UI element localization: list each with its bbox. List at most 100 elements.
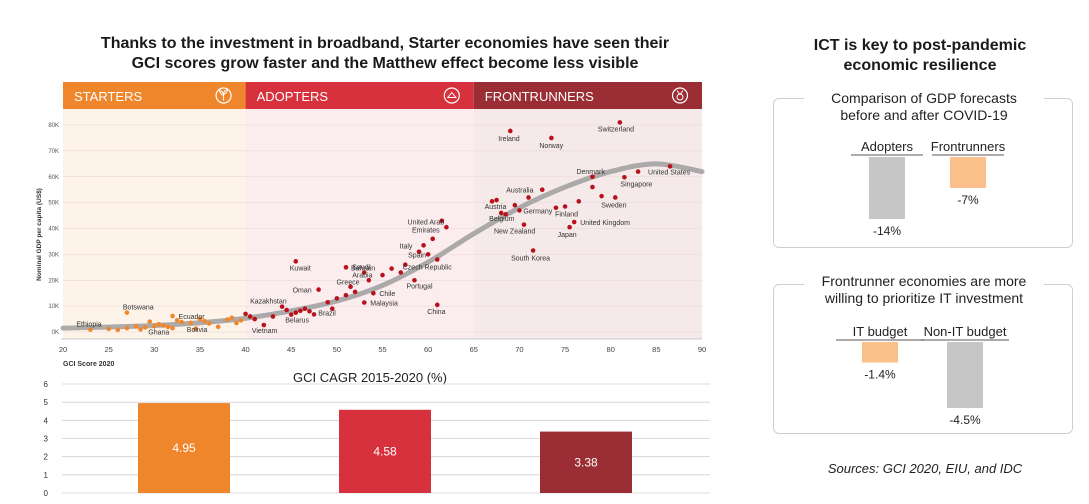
data-point: [206, 321, 212, 326]
data-point: [352, 289, 358, 295]
band-label-starters: STARTERS: [74, 89, 142, 104]
data-point: [197, 316, 203, 322]
data-point: [512, 202, 518, 208]
cagr-y-tick-label: 1: [44, 471, 49, 480]
data-point-bolivia: [188, 320, 194, 326]
it-investment-panel: Frontrunner economies are more willing t…: [773, 273, 1073, 434]
gdp-forecast-title-line-1: Comparison of GDP forecasts: [831, 90, 1017, 106]
point-label-australia: Australia: [506, 188, 533, 195]
point-label-ecuador: Ecuador: [179, 314, 206, 321]
data-point: [380, 272, 385, 278]
gdp-forecast-title-line-2: before and after COVID-19: [840, 107, 1008, 123]
point-label-united-kingdom: United Kingdom: [580, 220, 630, 227]
point-label-kuwait: Kuwait: [290, 265, 311, 272]
cagr-y-tick-label: 2: [44, 453, 49, 462]
medal-icon-ribbon: [676, 90, 684, 96]
cagr-bar-value-starters: 4.95: [172, 441, 196, 455]
data-point: [174, 318, 180, 323]
data-point: [142, 325, 148, 330]
data-point: [389, 266, 394, 271]
point-label-czech-republic: Czech Republic: [403, 264, 453, 271]
network-icon: [443, 87, 460, 104]
data-point-australia: [539, 187, 545, 192]
data-point-new-zealand: [521, 222, 527, 227]
data-point-germany: [517, 208, 522, 213]
point-label-ireland: Ireland: [498, 136, 520, 143]
point-label-singapore: Singapore: [620, 181, 652, 188]
data-point-oman: [316, 287, 321, 292]
x-tick-label: 25: [104, 345, 112, 354]
point-label-saudi-arabia-line2: Arabia: [352, 272, 372, 279]
data-point-south-korea: [530, 248, 536, 253]
x-tick-label: 45: [287, 345, 295, 354]
point-label-south-korea: South Korea: [511, 255, 550, 262]
point-label-austria: Austria: [485, 204, 507, 211]
data-point-united-states: [667, 164, 673, 169]
panel-bar-it-budget: [862, 342, 898, 363]
panel-bar-frontrunners: [950, 157, 986, 188]
data-point: [179, 319, 184, 325]
data-point: [133, 324, 139, 329]
x-tick-label: 50: [333, 345, 341, 354]
data-point: [270, 314, 276, 319]
x-tick-label: 55: [378, 345, 386, 354]
data-point: [293, 310, 299, 315]
point-label-spain: Spain: [408, 252, 426, 259]
data-point: [147, 319, 153, 324]
medal-icon-ring: [671, 87, 689, 104]
data-point-sweden: [612, 195, 618, 200]
data-point: [576, 199, 582, 204]
data-point: [234, 320, 239, 326]
cagr-bar-value-frontrunners: 3.38: [574, 455, 598, 469]
data-point-denmark: [590, 174, 595, 180]
point-label-chile: Chile: [379, 291, 395, 298]
data-point-finland: [562, 204, 568, 209]
data-point: [434, 257, 440, 262]
data-point: [302, 306, 308, 312]
cagr-bar-starters: [138, 403, 230, 493]
data-point-japan: [567, 224, 572, 230]
cagr-y-tick-label: 4: [44, 416, 49, 425]
point-label-saudi-arabia: Saudi: [352, 264, 370, 271]
y-tick-label: 20K: [48, 278, 59, 284]
data-point: [156, 321, 162, 327]
data-point-china: [434, 302, 440, 308]
data-point: [416, 249, 422, 255]
cagr-bar-adopters: [339, 409, 431, 493]
data-point-norway: [549, 135, 554, 141]
network-icon-shape: [446, 91, 457, 98]
right-title: ICT is key to post-pandemic economic res…: [770, 36, 1070, 76]
data-point-ireland: [508, 128, 513, 134]
y-tick-label: 70K: [48, 149, 59, 155]
point-label-bolivia: Bolivia: [187, 327, 208, 334]
data-point-brazil: [329, 306, 335, 312]
point-label-malaysia: Malaysia: [370, 301, 398, 308]
point-label-oman: Oman: [293, 288, 312, 295]
data-point: [489, 199, 495, 204]
x-tick-label: 80: [607, 345, 615, 354]
y-tick-label: 80K: [48, 123, 59, 129]
data-point-malaysia: [361, 300, 367, 305]
band-background-frontrunners: [473, 109, 702, 339]
cagr-y-tick-label: 0: [44, 489, 49, 498]
point-label-greece: Greece: [337, 280, 360, 287]
data-point: [553, 205, 559, 211]
gdp-forecast-panel: Comparison of GDP forecasts before and a…: [773, 90, 1073, 248]
data-point-singapore: [622, 174, 627, 180]
data-point-belarus: [288, 312, 294, 317]
data-point-ghana: [151, 324, 157, 329]
point-label-germany: Germany: [523, 208, 552, 215]
data-point: [635, 169, 641, 174]
cagr-y-tick-label: 3: [44, 435, 49, 444]
point-label-belarus: Belarus: [285, 318, 309, 325]
data-point: [298, 308, 303, 314]
x-tick-label: 30: [150, 345, 158, 354]
data-point: [252, 316, 257, 322]
data-point: [138, 327, 143, 332]
point-label-kazakhstan: Kazakhstan: [250, 299, 287, 306]
cagr-chart-title: GCI CAGR 2015-2020 (%): [293, 370, 447, 385]
band-header-frontrunners: [473, 82, 702, 109]
it-budget-bar-chart: IT budget -1.4% Non-IT budget -4.5%: [836, 324, 1009, 427]
data-point: [599, 193, 604, 199]
gdp-vs-gci-scatter-chart: STARTERS ADOPTERS FRONTRUNNERS 0K 10K 20K 30K 4…: [36, 82, 706, 368]
